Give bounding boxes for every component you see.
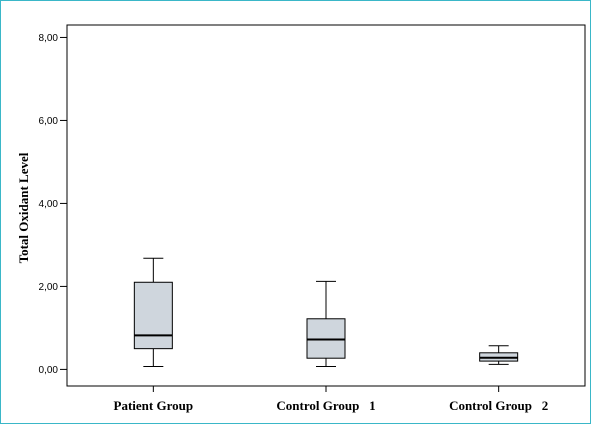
y-tick-label: 0,00: [39, 365, 59, 376]
x-category-label: Control Group 1: [276, 398, 375, 413]
y-axis-title: Total Oxidant Level: [16, 152, 31, 263]
boxes-layer: [133, 257, 519, 367]
x-category-label: Patient Group: [114, 398, 194, 413]
y-axis: 0,00 2,00 4,00 6,00 8,00: [39, 33, 67, 376]
y-tick-label: 2,00: [39, 282, 59, 293]
iqr-box: [133, 281, 173, 350]
iqr-box: [306, 318, 346, 359]
y-tick-label: 8,00: [39, 33, 59, 44]
x-axis: Patient Group Control Group 1 Control Grou…: [114, 386, 548, 413]
box-group: [133, 257, 173, 367]
box-group: [306, 280, 346, 367]
box-group: [479, 345, 519, 365]
y-tick-label: 6,00: [39, 116, 59, 127]
x-category-label: Control Group 2: [449, 398, 548, 413]
y-tick-label: 4,00: [39, 199, 59, 210]
